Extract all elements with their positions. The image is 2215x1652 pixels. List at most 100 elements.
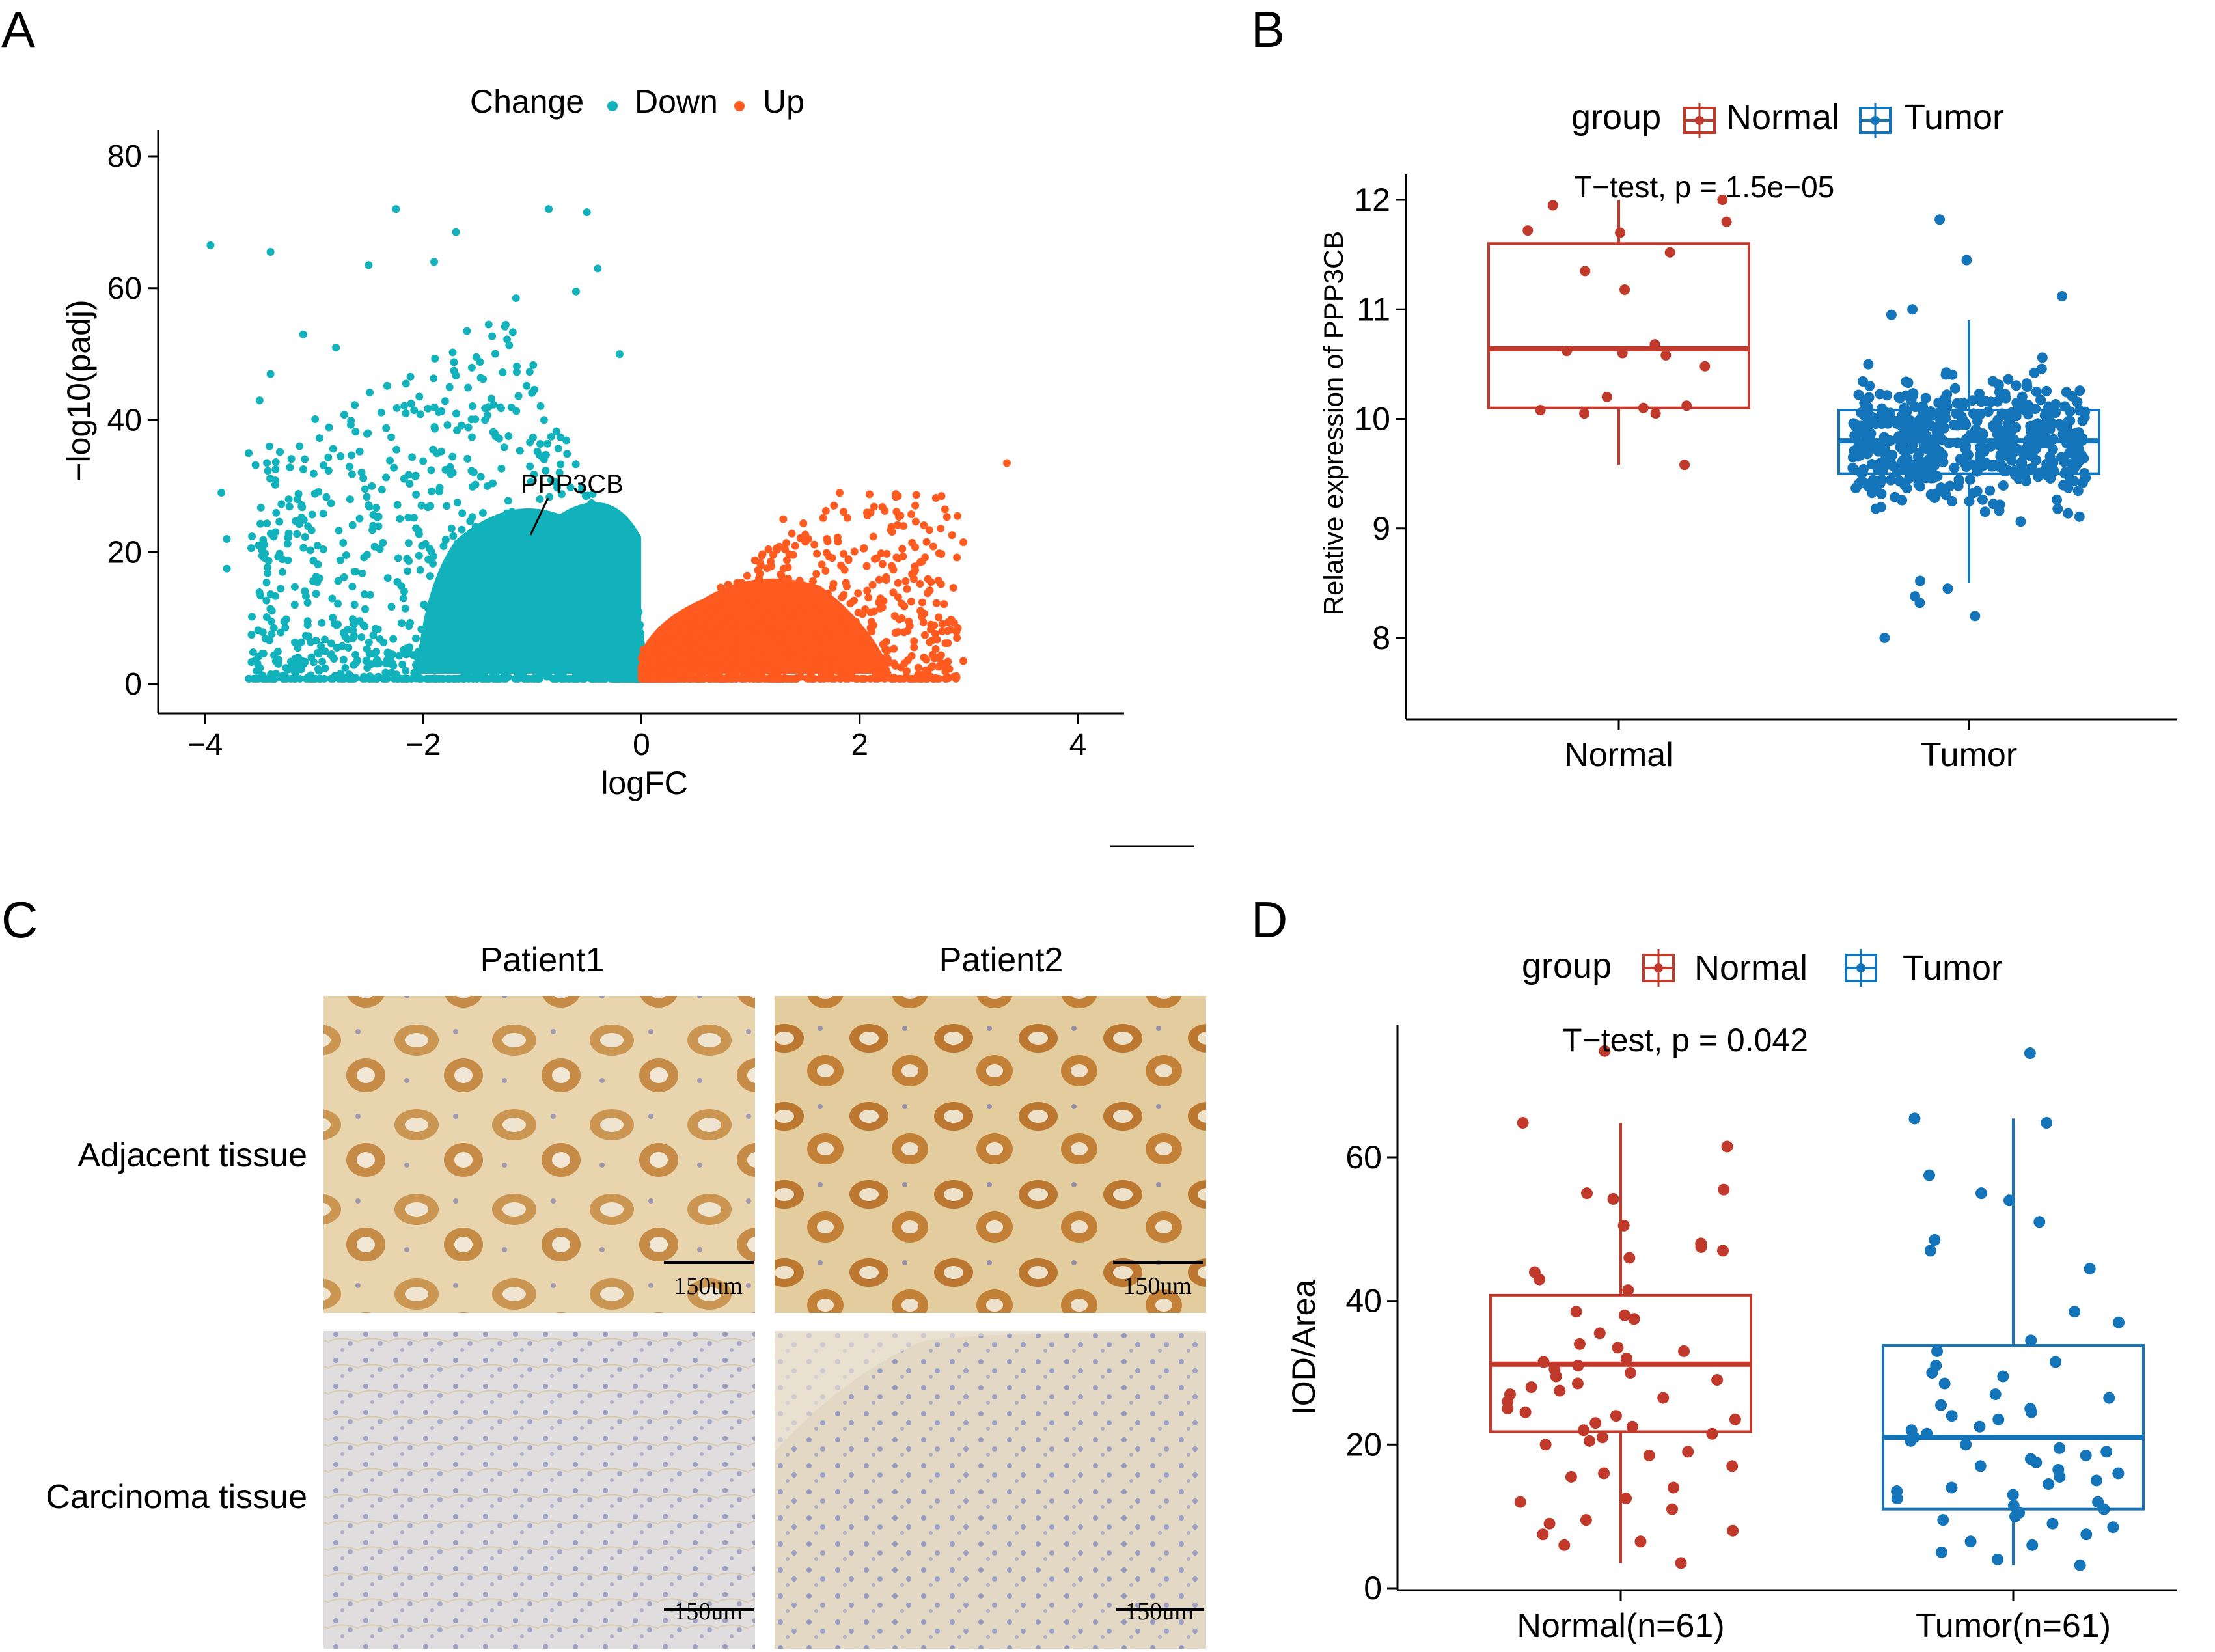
point-down — [500, 443, 508, 452]
point-tumor — [2004, 417, 2015, 428]
point-down — [426, 649, 435, 657]
panel-label-a: A — [1, 1, 35, 58]
point-tumor — [1977, 458, 1988, 469]
point-up — [937, 524, 945, 532]
point-up — [676, 618, 684, 626]
point-up — [808, 674, 816, 683]
point-down — [492, 570, 501, 578]
point-down — [615, 667, 624, 675]
point-tumor — [2074, 1559, 2086, 1571]
point-down — [402, 667, 410, 675]
point-down — [348, 451, 356, 460]
point-down — [373, 513, 381, 521]
point-down — [586, 624, 595, 633]
point-down — [382, 473, 391, 482]
point-down — [542, 631, 551, 640]
point-down — [483, 547, 491, 556]
point-up — [665, 665, 674, 674]
point-down — [472, 661, 480, 670]
point-tumor — [1992, 396, 2003, 407]
point-down — [266, 605, 275, 613]
point-up — [777, 570, 785, 579]
point-down — [304, 632, 312, 640]
point-down — [527, 478, 535, 486]
point-down — [311, 415, 320, 424]
point-up — [864, 594, 873, 602]
point-tumor — [1955, 410, 1966, 421]
point-down — [623, 642, 631, 650]
annotation-ppp3cb: PPP3CB — [521, 470, 624, 536]
point-up — [850, 547, 859, 556]
point-down — [478, 508, 487, 517]
point-down — [627, 590, 635, 598]
point-down — [504, 672, 512, 681]
point-up — [816, 625, 824, 633]
point-down — [517, 530, 525, 538]
point-down — [271, 480, 279, 489]
point-down — [400, 475, 408, 483]
point-down — [554, 654, 562, 662]
point-down — [418, 642, 426, 651]
point-tumor — [1992, 1413, 2005, 1425]
legend-label-up: Up — [763, 83, 805, 120]
point-down — [484, 403, 493, 411]
point-up — [859, 544, 868, 553]
point-down — [315, 667, 323, 675]
point-down — [526, 562, 534, 570]
point-tumor — [1957, 397, 1968, 408]
point-tumor — [1940, 489, 1951, 501]
point-down — [452, 228, 460, 236]
point-down — [333, 644, 341, 652]
point-normal — [1547, 200, 1558, 211]
point-down — [266, 636, 274, 644]
point-up — [926, 638, 934, 646]
point-up — [905, 617, 913, 626]
point-normal — [1620, 1352, 1632, 1364]
point-tumor — [1914, 447, 1925, 458]
point-down — [475, 619, 483, 627]
point-down — [278, 568, 286, 576]
legend-title-b: group — [1571, 98, 1661, 137]
legend-label-tumor-b: Tumor — [1904, 98, 2004, 137]
point-up — [927, 626, 935, 634]
point-tumor — [1966, 459, 1977, 470]
point-tumor — [1968, 488, 1979, 499]
point-down — [387, 660, 396, 668]
point-up — [779, 654, 788, 663]
point-down — [264, 674, 272, 683]
point-down — [508, 328, 517, 337]
point-down — [570, 627, 578, 636]
point-down — [342, 551, 350, 559]
point-tumor — [1912, 422, 1923, 433]
point-normal — [1628, 1313, 1640, 1325]
point-tumor — [2050, 399, 2061, 410]
point-down — [405, 622, 413, 631]
legend-label-normal-d: Normal — [1694, 948, 1808, 987]
point-down — [495, 434, 503, 443]
point-tumor — [1876, 488, 1887, 499]
point-tumor — [2069, 1306, 2081, 1318]
point-up — [881, 506, 889, 515]
point-up — [727, 672, 736, 681]
point-down — [611, 639, 619, 648]
point-up — [679, 627, 687, 636]
point-down — [558, 665, 567, 674]
point-down — [540, 549, 549, 558]
x-tick-label: Normal — [1564, 736, 1673, 774]
point-tumor — [1931, 471, 1942, 482]
point-up — [840, 590, 848, 599]
panel-label-b: B — [1251, 1, 1285, 58]
point-down — [458, 635, 467, 643]
legend-key-tumor-b — [1859, 103, 1892, 138]
point-down — [448, 452, 457, 461]
point-down — [573, 519, 582, 528]
point-down — [324, 467, 333, 475]
point-tumor — [1859, 429, 1870, 440]
point-up — [883, 646, 892, 654]
point-tumor — [1929, 492, 1940, 503]
point-down — [530, 470, 538, 478]
point-tumor — [2059, 454, 2070, 465]
point-normal — [1729, 1413, 1741, 1425]
point-up — [934, 576, 942, 585]
point-down — [434, 408, 443, 417]
